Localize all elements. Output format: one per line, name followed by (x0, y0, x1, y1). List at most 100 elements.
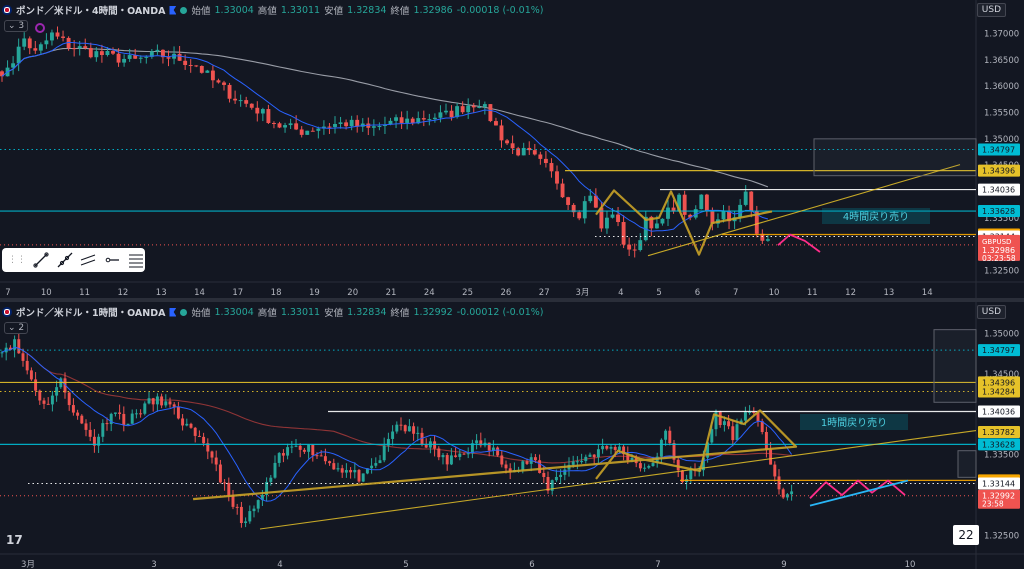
open-value: 1.33004 (214, 4, 254, 16)
price-tick-label: 1.35500 (984, 109, 1019, 119)
pane-divider[interactable] (0, 298, 1024, 302)
candle-body (701, 457, 705, 471)
indicator-collapse-button[interactable]: ⌄ 3 (4, 20, 29, 32)
candle-body (477, 106, 482, 108)
time-tick-label: 26 (500, 288, 511, 298)
candle-body (777, 476, 781, 490)
candle-body (149, 51, 154, 57)
candle-body (549, 163, 554, 172)
price-level-tag (978, 143, 1020, 156)
candle-body (610, 214, 615, 218)
candle-body (210, 70, 215, 81)
candle-body (689, 470, 693, 480)
price-level-label: 1.34797 (982, 346, 1015, 355)
candle-body (424, 444, 428, 448)
candle-body (444, 110, 448, 113)
candle-body (438, 112, 443, 118)
tradingview-logo[interactable]: 17 (6, 533, 23, 547)
candle-body (164, 401, 168, 406)
candle-body (403, 425, 407, 432)
candle-body (555, 171, 559, 184)
chart-4h-canvas[interactable]: 1.370001.365001.360001.355001.350001.345… (0, 0, 1024, 298)
slow-moving-average-line (7, 47, 769, 188)
price-zone-box (933, 329, 977, 403)
candle-body (525, 461, 529, 464)
rising-trendline (259, 429, 977, 530)
candle-body (722, 421, 726, 426)
chart-1h-canvas[interactable]: 1.350001.345001.340001.335001.330001.325… (0, 302, 1024, 569)
price-level-label: 1.33628 (982, 440, 1015, 449)
candle-body (361, 473, 365, 482)
ray-line-icon[interactable] (56, 251, 74, 269)
time-tick-label: 5 (403, 560, 408, 569)
candle-body (399, 424, 403, 426)
candle-body (416, 432, 420, 434)
close-value: 1.32992 (413, 306, 453, 318)
candle-body (752, 411, 756, 413)
chart-pane-4h[interactable]: 1.370001.365001.360001.355001.350001.345… (0, 0, 1024, 298)
trend-line-icon[interactable] (32, 251, 50, 269)
parallel-channel-icon[interactable] (80, 251, 98, 269)
currency-selector[interactable]: USD (976, 305, 1006, 319)
price-level-tag (978, 183, 1020, 196)
symbol-title[interactable]: ポンド／米ドル・4時間・OANDA (16, 6, 166, 17)
candle-body (327, 126, 332, 128)
time-tick-label: 6 (529, 560, 534, 569)
candle-body (482, 104, 487, 107)
candle-body (233, 98, 238, 101)
candle-body (44, 40, 49, 45)
indicator-count: 3 (18, 21, 25, 31)
annotation-label: 1時間戻り売り (821, 416, 887, 429)
time-tick-label: 14 (194, 288, 205, 298)
candle-body (676, 459, 680, 471)
time-tick-label: 4 (618, 288, 623, 298)
time-tick-label: 18 (271, 288, 282, 298)
candle-body (399, 117, 404, 123)
indicator-collapse-button[interactable]: ⌄ 2 (4, 322, 29, 334)
candle-body (126, 423, 130, 426)
candle-body (764, 431, 768, 450)
time-tick-label: 9 (781, 560, 786, 569)
price-level-label: 1.34797 (982, 146, 1015, 155)
candle-body (122, 58, 127, 63)
candle-body (559, 474, 563, 477)
horizontal-ray-icon[interactable] (103, 251, 121, 269)
candle-body (223, 482, 227, 484)
price-level-tag (978, 376, 1020, 389)
candle-body (252, 508, 256, 512)
candle-body (266, 109, 271, 123)
chart-pane-1h[interactable]: 1.350001.345001.340001.335001.330001.325… (0, 302, 1024, 569)
candle-body (592, 454, 596, 458)
candle-body (92, 436, 96, 446)
candle-body (743, 191, 748, 205)
candle-body (420, 432, 424, 445)
fib-retracement-icon[interactable] (127, 251, 145, 269)
price-tick-label: 1.35000 (984, 135, 1019, 145)
candle-body (147, 398, 151, 404)
candle-body (238, 100, 243, 102)
high-value: 1.33011 (280, 306, 321, 318)
drag-handle-icon[interactable]: ⋮⋮ (8, 255, 26, 265)
candle-body (113, 412, 117, 414)
candle-body (371, 126, 376, 128)
candle-body (0, 71, 4, 77)
candle-body (17, 339, 21, 354)
currency-selector[interactable]: USD (976, 3, 1006, 17)
time-tick-label: 7 (733, 288, 738, 298)
symbol-title[interactable]: ポンド／米ドル・1時間・OANDA (16, 308, 166, 319)
drawing-toolbar[interactable]: ⋮⋮ (2, 248, 145, 272)
candle-body (714, 411, 718, 430)
bookmark-flag-icon[interactable] (169, 5, 177, 15)
candle-body (710, 429, 714, 443)
candle-body (550, 480, 554, 491)
bookmark-flag-icon[interactable] (169, 307, 177, 317)
candle-body (659, 439, 663, 457)
time-tick-label: 3 (151, 560, 156, 569)
candle-body (357, 470, 361, 482)
candle-body (616, 214, 620, 223)
candle-body (172, 404, 176, 407)
candle-body (455, 106, 460, 118)
candle-body (532, 150, 537, 155)
candle-body (151, 398, 155, 405)
candle-body (466, 105, 471, 113)
